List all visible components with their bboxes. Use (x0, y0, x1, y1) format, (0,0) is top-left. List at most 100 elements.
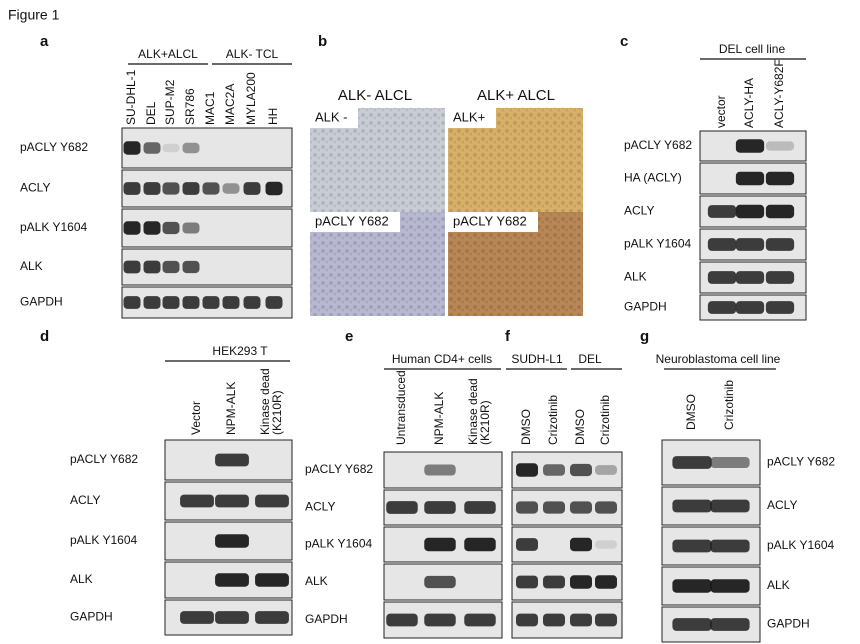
image-label-box (310, 108, 358, 128)
band (543, 501, 565, 514)
band (570, 613, 592, 627)
band (143, 142, 161, 154)
band (386, 613, 418, 627)
band (162, 260, 180, 274)
image-label: pACLY Y682 (315, 213, 389, 228)
band (215, 453, 249, 467)
image-label-box (448, 212, 538, 232)
row-label: ALK (70, 572, 93, 586)
image-label-box (448, 108, 496, 128)
row-label: ALK (305, 574, 328, 588)
panel-label: b (318, 33, 327, 50)
band (182, 142, 200, 154)
band (215, 494, 249, 508)
band (735, 139, 765, 153)
row-label: pALK Y1604 (767, 538, 834, 552)
band (672, 499, 712, 513)
row-label: GAPDH (70, 610, 113, 624)
panel-label: f (505, 328, 511, 345)
band (243, 296, 261, 309)
band (765, 238, 795, 251)
band (543, 464, 565, 476)
lane-label: DMSO (684, 394, 698, 430)
image-label: ALK - (315, 109, 348, 124)
band (182, 260, 200, 274)
band (710, 579, 750, 593)
row-label: ACLY (70, 493, 100, 507)
row-label: ACLY (20, 181, 50, 195)
lane-label: NPM-ALK (224, 382, 238, 435)
band (182, 296, 200, 309)
band (123, 182, 141, 195)
band (595, 575, 617, 589)
band (255, 611, 289, 624)
band (707, 301, 737, 314)
lane-label: ACLY-HA (742, 78, 756, 128)
band (595, 613, 617, 627)
band (516, 538, 538, 551)
row-label: ALK (624, 270, 647, 284)
group-label: ALK- TCL (226, 47, 279, 61)
row-label: pALK Y1604 (20, 220, 87, 234)
row-label: pACLY Y682 (305, 462, 373, 476)
band (707, 205, 737, 218)
blot-strip (164, 439, 293, 481)
band (672, 579, 712, 593)
group-label: Neuroblastoma cell line (656, 352, 781, 366)
column-title: ALK+ ALCL (477, 87, 555, 104)
lane-label: HH (266, 108, 280, 125)
group-label: DEL (578, 352, 602, 366)
row-label: pALK Y1604 (70, 533, 137, 547)
band (735, 171, 765, 186)
band (516, 463, 538, 477)
band (735, 301, 765, 314)
lane-label: Crizotinib (546, 395, 560, 445)
band (543, 575, 565, 589)
lane-label: vector (714, 95, 728, 128)
band (543, 613, 565, 627)
band (182, 222, 200, 234)
band (162, 296, 180, 309)
band (424, 575, 456, 589)
band (516, 575, 538, 589)
row-label: GAPDH (767, 617, 810, 631)
band (123, 260, 141, 274)
band (424, 464, 456, 476)
band (215, 534, 249, 548)
panel-label: c (620, 33, 628, 50)
panel-label: g (640, 328, 649, 345)
lane-label: Kinase dead (258, 368, 272, 435)
band (143, 260, 161, 274)
band (595, 540, 617, 549)
row-label: pACLY Y682 (70, 452, 138, 466)
image-label-box (310, 212, 400, 232)
band (464, 537, 496, 552)
band (707, 238, 737, 251)
band (765, 301, 795, 314)
band (202, 296, 220, 309)
lane-label: MAC1 (203, 91, 217, 125)
row-label: ACLY (305, 500, 335, 514)
band (222, 183, 240, 194)
lane-label: Kinase dead (466, 378, 480, 445)
group-label: SUDH-L1 (511, 352, 563, 366)
band (516, 613, 538, 627)
band (570, 463, 592, 477)
row-label: pACLY Y682 (20, 140, 88, 154)
band (710, 499, 750, 513)
lane-label: MYLA200 (244, 72, 258, 125)
figure-title: Figure 1 (8, 7, 60, 23)
band (735, 238, 765, 251)
band (265, 181, 283, 196)
band (162, 221, 180, 235)
group-label: ALK+ALCL (138, 47, 198, 61)
band (386, 501, 418, 514)
image-label: ALK+ (453, 109, 485, 124)
lane-label: Crizotinib (722, 380, 736, 430)
panel-label: e (345, 328, 353, 345)
band (222, 296, 240, 309)
lane-label: (K210R) (478, 400, 492, 445)
row-label: GAPDH (20, 295, 63, 309)
band (255, 494, 289, 508)
